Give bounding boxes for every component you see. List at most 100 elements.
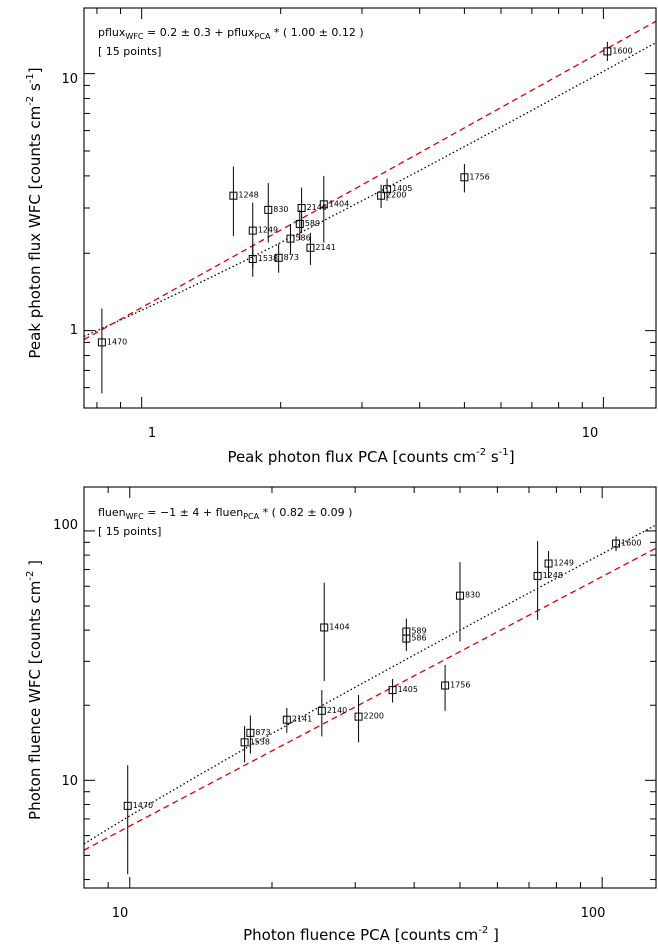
- data-point: 589: [402, 618, 427, 645]
- point-marker: [612, 539, 621, 548]
- point-label: 2141: [292, 715, 312, 724]
- point-marker: [306, 243, 315, 252]
- point-marker: [229, 191, 238, 200]
- point-marker: [297, 204, 306, 212]
- point-marker: [97, 338, 106, 347]
- x-tick-label: 10: [112, 906, 129, 921]
- point-marker: [377, 191, 386, 200]
- data-point: 1538: [240, 726, 270, 763]
- x-tick-label: 10: [582, 426, 599, 441]
- plot-frame: [83, 7, 657, 409]
- point-label: 1470: [107, 337, 127, 346]
- point-label: 1538: [258, 254, 278, 263]
- point-marker: [264, 205, 273, 214]
- point-marker: [460, 173, 469, 182]
- fit-line-dashed: [84, 20, 656, 341]
- point-marker: [533, 571, 542, 580]
- point-marker: [295, 219, 304, 228]
- data-point: 1470: [123, 765, 153, 875]
- data-point: 873: [246, 715, 271, 754]
- point-label: 589: [411, 627, 426, 636]
- data-point: 1405: [388, 678, 418, 703]
- point-label: 1248: [543, 571, 563, 580]
- data-point: 1756: [441, 664, 470, 711]
- data-point: 589: [295, 209, 320, 241]
- fit-line-dotted: [84, 42, 656, 337]
- point-marker: [240, 738, 249, 747]
- data-point: 1600: [603, 41, 633, 61]
- data-point: 1756: [460, 163, 490, 193]
- fit-line-dashed: [84, 547, 656, 851]
- points-count: [ 15 points]: [98, 45, 161, 58]
- x-axis-title: Photon fluence PCA [counts cm-2 ]: [243, 925, 499, 944]
- data-point: 1600: [612, 536, 641, 552]
- point-label: 2141: [315, 243, 335, 252]
- point-marker: [544, 559, 553, 568]
- point-label: 589: [305, 219, 320, 228]
- point-label: 586: [411, 634, 426, 643]
- point-label: 873: [284, 253, 299, 262]
- data-point: 586: [286, 223, 311, 255]
- point-marker: [441, 681, 450, 690]
- point-marker: [383, 185, 392, 194]
- point-label: 1405: [392, 184, 412, 193]
- data-point: 873: [274, 243, 299, 273]
- point-label: 1600: [612, 46, 632, 55]
- y-tick-label: 10: [61, 774, 78, 789]
- data-point: 2200: [377, 184, 406, 208]
- point-label: 873: [255, 728, 270, 737]
- data-point: 2141: [306, 232, 336, 266]
- points-count: [ 15 points]: [98, 525, 161, 538]
- point-marker: [319, 200, 328, 209]
- point-label: 1404: [329, 622, 349, 631]
- point-label: 2140: [307, 203, 327, 212]
- point-marker: [317, 706, 326, 715]
- y-tick-label: 1: [70, 323, 78, 338]
- data-point: 1470: [97, 308, 127, 394]
- point-marker: [603, 47, 612, 56]
- point-label: 1756: [450, 680, 470, 689]
- fit-equation: pfluxWFC = 0.2 ± 0.3 + pfluxPCA * ( 1.00…: [98, 26, 364, 41]
- x-axis-title: Peak photon flux PCA [counts cm-2 s-1]: [227, 447, 514, 466]
- data-point: 1248: [533, 541, 563, 620]
- point-label: 830: [273, 205, 288, 214]
- point-label: 1405: [398, 685, 418, 694]
- point-label: 2140: [327, 706, 347, 715]
- data-point: 830: [455, 562, 480, 642]
- data-point: 1404: [319, 175, 349, 243]
- y-tick-label: 100: [53, 518, 78, 533]
- data-point: 1538: [248, 243, 278, 277]
- y-tick-label: 10: [61, 72, 78, 87]
- data-point: 2140: [297, 187, 327, 233]
- point-label: 1600: [621, 539, 641, 548]
- data-point: 1248: [229, 166, 259, 237]
- point-marker: [402, 627, 411, 636]
- point-marker: [388, 686, 397, 695]
- point-marker: [320, 623, 329, 632]
- point-label: 2200: [386, 191, 406, 200]
- point-label: 1470: [133, 801, 153, 810]
- x-tick-label: 1: [148, 426, 156, 441]
- data-point: 1249: [544, 551, 574, 578]
- point-label: 830: [465, 591, 480, 600]
- point-label: 1249: [554, 559, 574, 568]
- fit-line-dotted: [84, 524, 656, 845]
- data-point: 1404: [320, 582, 350, 682]
- data-point: 2200: [354, 694, 384, 743]
- point-marker: [246, 728, 255, 737]
- peak-flux-panel: 1470124812491538830873586589214021411404…: [25, 7, 657, 466]
- point-marker: [455, 591, 464, 600]
- point-marker: [274, 253, 283, 262]
- point-marker: [123, 801, 132, 810]
- point-marker: [248, 226, 257, 235]
- point-label: 2200: [364, 712, 384, 721]
- point-marker: [286, 234, 295, 243]
- point-label: 1538: [250, 737, 270, 746]
- point-marker: [248, 254, 257, 263]
- point-label: 586: [295, 234, 310, 243]
- data-point: 2141: [282, 707, 312, 733]
- fit-equation: fluenWFC = −1 ± 4 + fluenPCA * ( 0.82 ± …: [98, 506, 352, 521]
- point-marker: [282, 715, 291, 724]
